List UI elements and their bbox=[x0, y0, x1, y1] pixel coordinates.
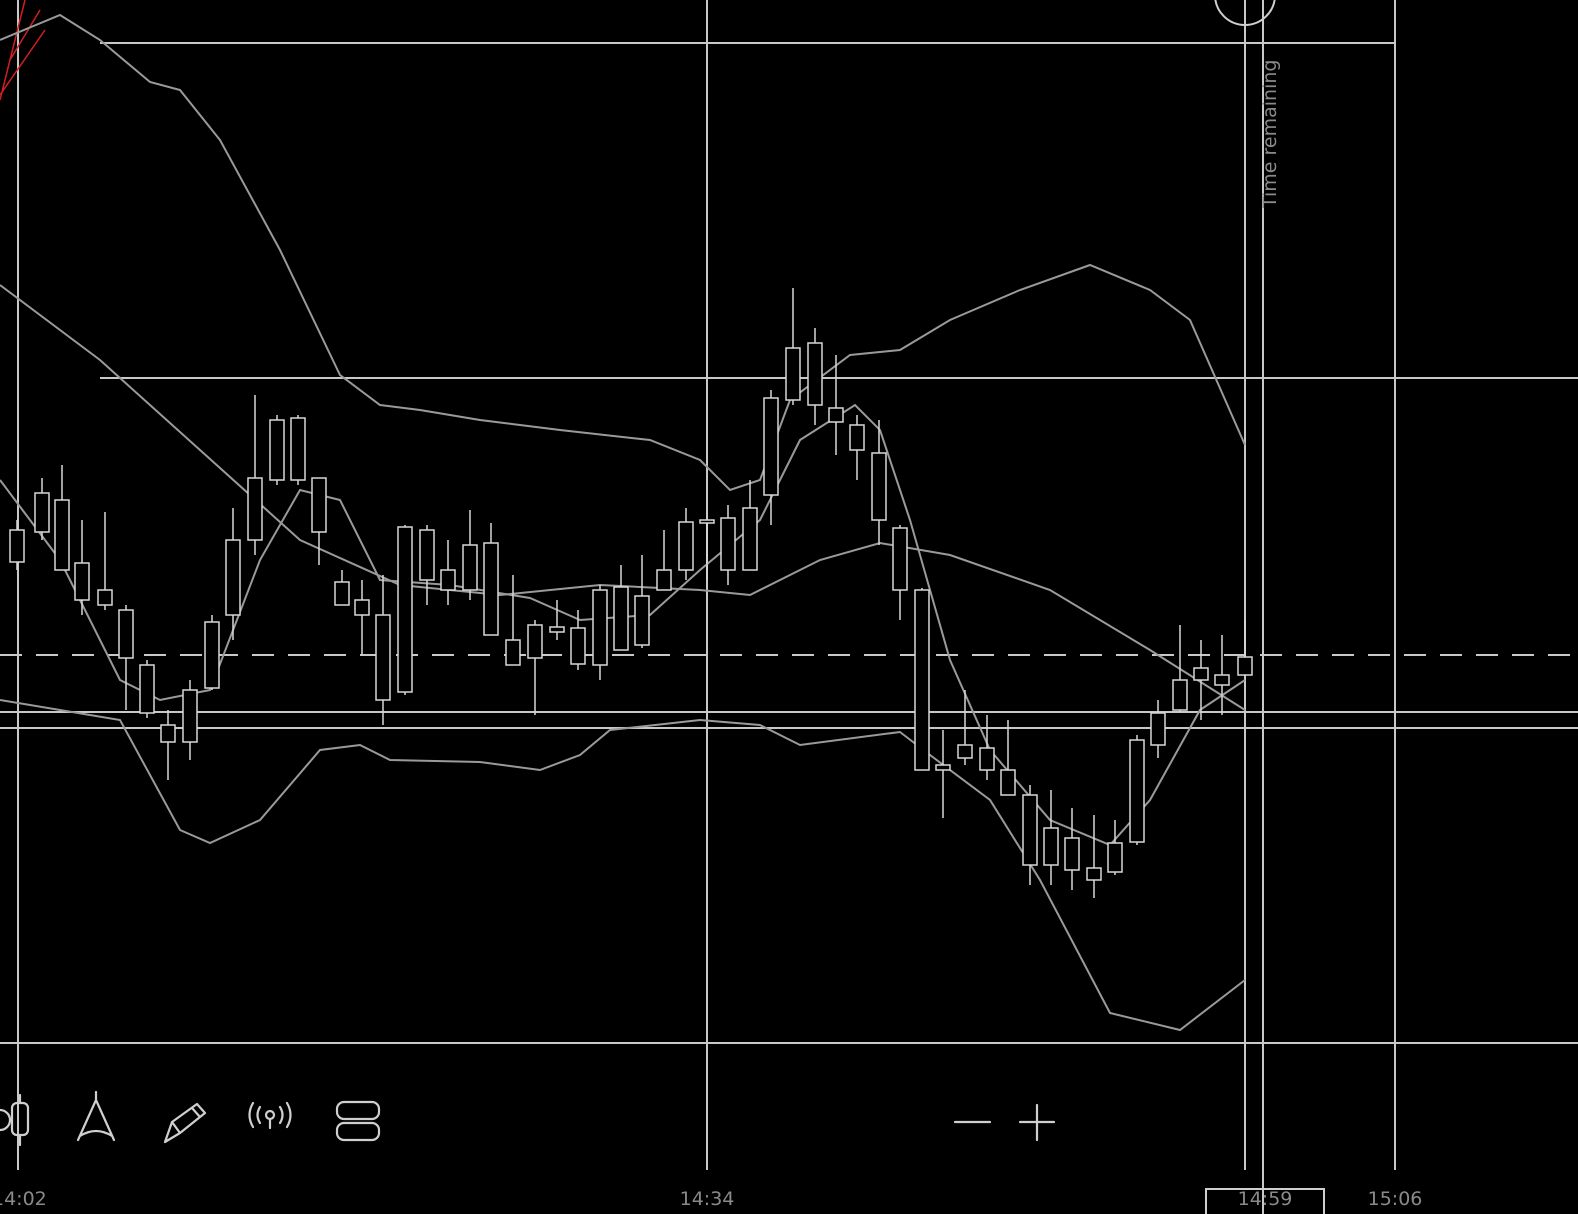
toolbar bbox=[0, 1090, 1056, 1147]
drawing bbox=[0, 0, 46, 101]
signals-button[interactable] bbox=[248, 1101, 292, 1130]
chart-type-button[interactable] bbox=[0, 1093, 30, 1147]
drawing-lines bbox=[0, 0, 46, 101]
candle-body bbox=[892, 527, 908, 591]
candle-body bbox=[1237, 656, 1253, 676]
layout-button[interactable] bbox=[335, 1100, 381, 1142]
candle-body bbox=[1043, 827, 1059, 866]
draw-button[interactable] bbox=[163, 1102, 207, 1144]
candle-body bbox=[678, 521, 694, 571]
icon[interactable] bbox=[248, 1101, 292, 1130]
candle-body bbox=[247, 477, 263, 541]
upper-band bbox=[0, 13, 1246, 492]
candle-body bbox=[763, 397, 779, 496]
icon[interactable] bbox=[335, 1121, 381, 1142]
current-time-box bbox=[1205, 1188, 1325, 1214]
candle-body bbox=[440, 569, 456, 591]
time-axis: 14:02 14:34 14:59 15:06 bbox=[0, 1188, 1422, 1214]
candle-body bbox=[935, 764, 951, 771]
candle-body bbox=[1214, 674, 1230, 686]
countdown-label: Time remaining bbox=[1259, 60, 1281, 209]
candle-body bbox=[1107, 842, 1123, 873]
candle-body bbox=[1000, 769, 1016, 796]
candle-body bbox=[1086, 867, 1102, 881]
candle-body bbox=[592, 589, 608, 666]
candle-body bbox=[1172, 679, 1188, 711]
candle-body bbox=[849, 424, 865, 451]
icon[interactable] bbox=[335, 1100, 381, 1121]
candle-body bbox=[527, 624, 543, 659]
candle-body bbox=[1022, 794, 1038, 866]
candle-body bbox=[720, 517, 736, 571]
zoom-in-button[interactable] bbox=[1018, 1103, 1056, 1142]
countdown: Time remaining bbox=[1214, 0, 1281, 209]
candle-body bbox=[269, 419, 285, 481]
candle-body bbox=[807, 342, 823, 406]
candle-body bbox=[785, 347, 801, 401]
time-label: 14:59 bbox=[1238, 1188, 1293, 1210]
candle-body bbox=[613, 586, 629, 651]
candle-body bbox=[505, 639, 521, 666]
candle-body bbox=[462, 544, 478, 591]
candle-body bbox=[54, 499, 70, 571]
time-label: 14:34 bbox=[680, 1188, 735, 1210]
candle-body bbox=[334, 581, 350, 606]
candle-body bbox=[656, 569, 672, 591]
candle-body bbox=[1064, 837, 1080, 871]
candle-body bbox=[74, 562, 90, 601]
candle-body bbox=[139, 664, 155, 714]
candle-body bbox=[97, 589, 113, 606]
candle-body bbox=[9, 529, 25, 563]
candle-body bbox=[570, 627, 586, 665]
candle-body bbox=[957, 744, 973, 759]
candle-body bbox=[419, 529, 435, 581]
candle-body bbox=[397, 526, 413, 693]
candle-body bbox=[979, 747, 995, 771]
candle-body bbox=[375, 614, 391, 701]
time-label: 14:02 bbox=[0, 1188, 47, 1210]
candle-body bbox=[118, 609, 134, 659]
candle-body bbox=[742, 507, 758, 571]
candle-body bbox=[699, 519, 715, 524]
candle-body bbox=[828, 407, 844, 423]
candle-body bbox=[160, 724, 176, 743]
lower-band bbox=[0, 699, 1246, 1032]
candle-body bbox=[1150, 712, 1166, 746]
candle-body bbox=[1193, 667, 1209, 681]
candle-body bbox=[225, 539, 241, 616]
middle-band bbox=[0, 284, 1246, 711]
time-label: 15:06 bbox=[1368, 1188, 1423, 1210]
candle-body bbox=[34, 492, 50, 533]
tools-button[interactable] bbox=[76, 1090, 116, 1142]
candle-body bbox=[290, 417, 306, 481]
candle-body bbox=[549, 626, 565, 633]
candle-body bbox=[1129, 739, 1145, 843]
candle-body bbox=[871, 452, 887, 521]
countdown-ring bbox=[1214, 0, 1276, 26]
candle-body bbox=[914, 589, 930, 771]
candle-body bbox=[483, 542, 499, 636]
candle-body bbox=[204, 621, 220, 689]
candle-body bbox=[311, 477, 327, 533]
candles bbox=[9, 288, 1253, 898]
icon[interactable] bbox=[0, 1093, 22, 1147]
candle-body bbox=[634, 595, 650, 646]
candle-body bbox=[182, 689, 198, 743]
candle-body bbox=[354, 599, 370, 616]
